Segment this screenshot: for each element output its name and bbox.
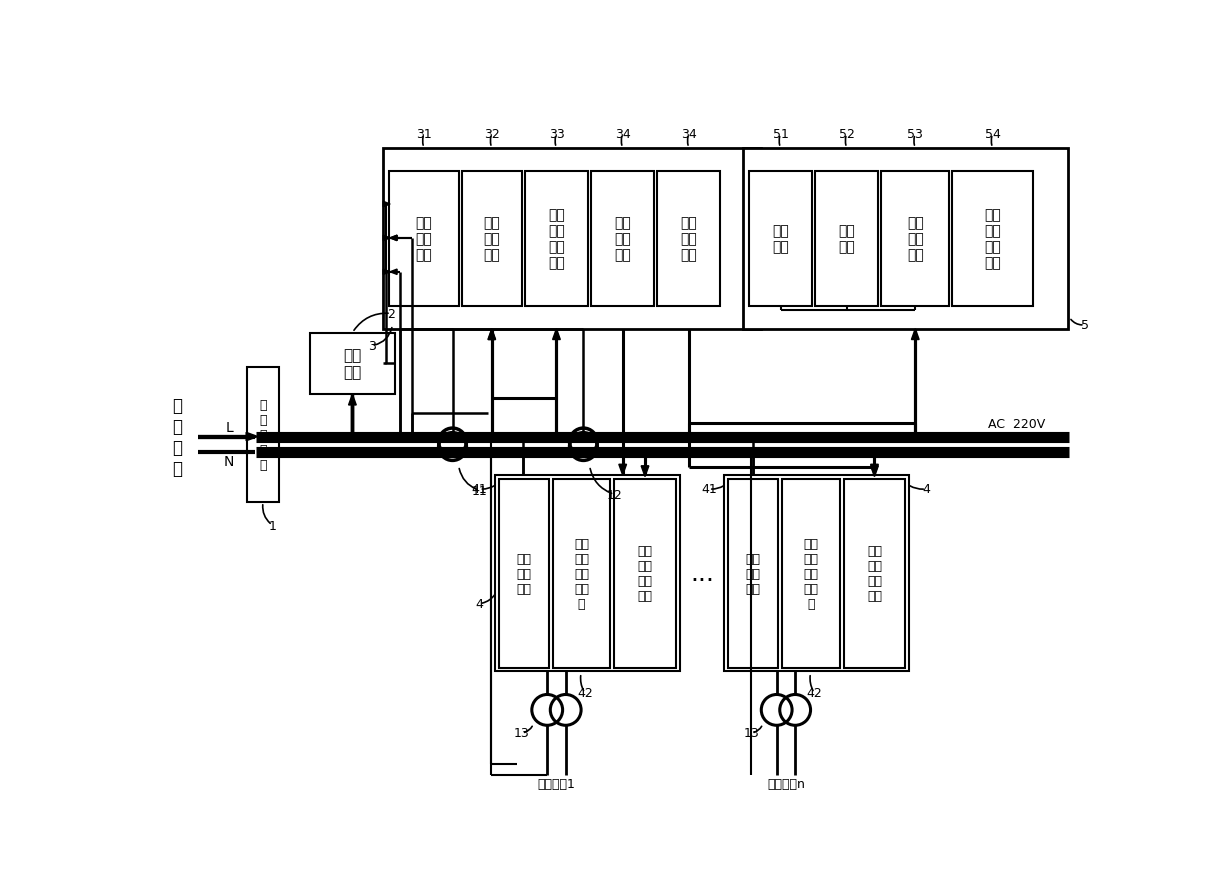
Polygon shape bbox=[488, 330, 496, 340]
Polygon shape bbox=[619, 465, 627, 476]
Polygon shape bbox=[488, 330, 496, 340]
Polygon shape bbox=[552, 330, 561, 340]
FancyBboxPatch shape bbox=[815, 172, 879, 307]
FancyBboxPatch shape bbox=[591, 172, 655, 307]
FancyBboxPatch shape bbox=[498, 479, 548, 668]
Text: 31: 31 bbox=[416, 128, 432, 141]
FancyBboxPatch shape bbox=[843, 479, 906, 668]
Text: 4: 4 bbox=[922, 483, 930, 496]
Text: 第二
微处
理器: 第二 微处 理器 bbox=[907, 216, 924, 262]
FancyBboxPatch shape bbox=[310, 333, 395, 395]
Polygon shape bbox=[383, 202, 390, 207]
Text: 2: 2 bbox=[387, 307, 395, 321]
Text: 现场
总线
接口: 现场 总线 接口 bbox=[614, 216, 632, 262]
Text: 4: 4 bbox=[475, 597, 483, 610]
Text: 按键
模块: 按键 模块 bbox=[838, 224, 856, 254]
Text: 13: 13 bbox=[514, 727, 530, 740]
Text: 53: 53 bbox=[907, 128, 923, 141]
Text: 5: 5 bbox=[1081, 319, 1088, 332]
Text: 34: 34 bbox=[681, 128, 696, 141]
Text: 供电支路n: 供电支路n bbox=[767, 777, 805, 789]
Text: 电源
模块: 电源 模块 bbox=[343, 348, 361, 380]
Text: 总
空
气
开
关: 总 空 气 开 关 bbox=[259, 399, 267, 471]
Text: 支路
保护
控制
模块: 支路 保护 控制 模块 bbox=[638, 545, 652, 602]
Polygon shape bbox=[641, 466, 649, 477]
Text: N: N bbox=[224, 455, 235, 469]
Text: 第一
微处
理器: 第一 微处 理器 bbox=[483, 216, 501, 262]
Text: 现场
总线
接口: 现场 总线 接口 bbox=[681, 216, 698, 262]
FancyBboxPatch shape bbox=[881, 172, 949, 307]
FancyBboxPatch shape bbox=[552, 479, 611, 668]
FancyBboxPatch shape bbox=[749, 172, 812, 307]
FancyBboxPatch shape bbox=[952, 172, 1033, 307]
Text: 41: 41 bbox=[471, 483, 487, 496]
Polygon shape bbox=[349, 395, 356, 406]
Text: ...: ... bbox=[690, 561, 714, 585]
Text: 54: 54 bbox=[985, 128, 1000, 141]
Polygon shape bbox=[912, 330, 919, 340]
Text: 33: 33 bbox=[548, 128, 564, 141]
Text: 综合
故障
及电
监模
块: 综合 故障 及电 监模 块 bbox=[803, 537, 819, 610]
Text: 供电支路1: 供电支路1 bbox=[537, 777, 575, 789]
Text: 信号
调理
电路: 信号 调理 电路 bbox=[416, 216, 432, 262]
Polygon shape bbox=[390, 236, 397, 241]
Text: 51: 51 bbox=[772, 128, 788, 141]
Text: 1: 1 bbox=[268, 519, 277, 532]
Text: 磁保
持继
电器: 磁保 持继 电器 bbox=[517, 552, 531, 595]
Text: 显示
模块: 显示 模块 bbox=[772, 224, 789, 254]
Text: L: L bbox=[225, 421, 233, 435]
Text: 第二
无线
通信
接口: 第二 无线 通信 接口 bbox=[984, 207, 1001, 270]
Text: AC  220V: AC 220V bbox=[988, 418, 1045, 431]
FancyBboxPatch shape bbox=[614, 479, 676, 668]
FancyBboxPatch shape bbox=[728, 479, 778, 668]
FancyBboxPatch shape bbox=[494, 476, 679, 672]
Text: 磁保
持继
电器: 磁保 持继 电器 bbox=[745, 552, 760, 595]
Text: 3: 3 bbox=[367, 340, 376, 353]
Text: 11: 11 bbox=[471, 485, 487, 497]
Polygon shape bbox=[870, 465, 879, 476]
Text: 13: 13 bbox=[743, 727, 759, 740]
FancyBboxPatch shape bbox=[247, 368, 279, 502]
Polygon shape bbox=[383, 269, 390, 276]
Text: 41: 41 bbox=[701, 483, 717, 496]
Polygon shape bbox=[870, 466, 879, 477]
Text: 52: 52 bbox=[838, 128, 854, 141]
Polygon shape bbox=[383, 236, 390, 241]
FancyBboxPatch shape bbox=[782, 479, 840, 668]
Polygon shape bbox=[390, 269, 397, 276]
Text: 12: 12 bbox=[606, 488, 622, 501]
FancyBboxPatch shape bbox=[383, 149, 760, 330]
FancyBboxPatch shape bbox=[725, 476, 909, 672]
Text: 42: 42 bbox=[577, 687, 592, 700]
Text: 第一
无线
通信
接口: 第一 无线 通信 接口 bbox=[548, 207, 564, 270]
Text: 支路
保护
控制
模块: 支路 保护 控制 模块 bbox=[867, 545, 883, 602]
Polygon shape bbox=[246, 433, 258, 441]
FancyBboxPatch shape bbox=[389, 172, 459, 307]
FancyBboxPatch shape bbox=[743, 149, 1067, 330]
Text: 综合
故障
及电
监模
块: 综合 故障 及电 监模 块 bbox=[574, 537, 589, 610]
Text: 42: 42 bbox=[807, 687, 823, 700]
Polygon shape bbox=[390, 236, 397, 241]
FancyBboxPatch shape bbox=[657, 172, 721, 307]
Text: 34: 34 bbox=[614, 128, 630, 141]
Text: 市
电
接
入: 市 电 接 入 bbox=[173, 397, 182, 478]
Text: 32: 32 bbox=[483, 128, 499, 141]
FancyBboxPatch shape bbox=[461, 172, 521, 307]
FancyBboxPatch shape bbox=[525, 172, 588, 307]
